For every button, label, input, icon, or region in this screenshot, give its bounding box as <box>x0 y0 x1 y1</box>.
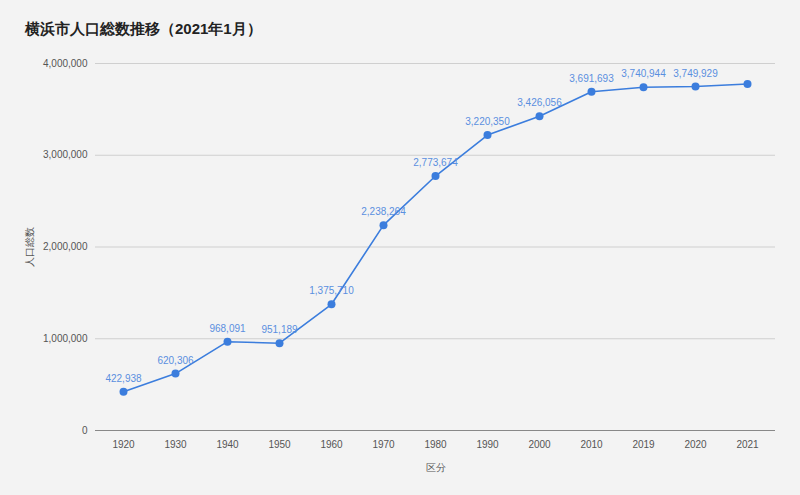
svg-text:1930: 1930 <box>164 439 187 450</box>
svg-text:2020: 2020 <box>684 439 707 450</box>
svg-text:人口総数: 人口総数 <box>24 227 35 267</box>
svg-text:1,375,710: 1,375,710 <box>309 285 354 296</box>
svg-text:区分: 区分 <box>426 462 446 473</box>
svg-text:1940: 1940 <box>216 439 239 450</box>
svg-text:1960: 1960 <box>320 439 343 450</box>
svg-text:2,238,264: 2,238,264 <box>361 206 406 217</box>
svg-text:1990: 1990 <box>476 439 499 450</box>
svg-text:3,749,929: 3,749,929 <box>673 68 718 79</box>
svg-text:968,091: 968,091 <box>209 323 246 334</box>
svg-text:2021: 2021 <box>736 439 759 450</box>
svg-text:1920: 1920 <box>112 439 135 450</box>
svg-text:2,000,000: 2,000,000 <box>43 241 88 252</box>
svg-text:2,773,674: 2,773,674 <box>413 157 458 168</box>
svg-text:1970: 1970 <box>372 439 395 450</box>
svg-text:3,220,350: 3,220,350 <box>465 116 510 127</box>
svg-text:3,740,944: 3,740,944 <box>621 68 666 79</box>
svg-text:3,691,693: 3,691,693 <box>569 73 614 84</box>
svg-text:2019: 2019 <box>632 439 655 450</box>
svg-text:1980: 1980 <box>424 439 447 450</box>
svg-text:951,189: 951,189 <box>261 324 298 335</box>
svg-text:0: 0 <box>82 425 88 436</box>
svg-text:3,426,056: 3,426,056 <box>517 97 562 108</box>
svg-text:1,000,000: 1,000,000 <box>43 333 88 344</box>
svg-text:2000: 2000 <box>528 439 551 450</box>
html-text:横浜市人口総数推移（2021年1月）: 横浜市人口総数推移（2021年1月） <box>25 20 262 37</box>
svg-text:4,000,000: 4,000,000 <box>43 58 88 69</box>
svg-text:422,938: 422,938 <box>105 373 142 384</box>
svg-text:3,000,000: 3,000,000 <box>43 149 88 160</box>
svg-text:1950: 1950 <box>268 439 291 450</box>
svg-text:620,306: 620,306 <box>157 355 194 366</box>
svg-text:2010: 2010 <box>580 439 603 450</box>
